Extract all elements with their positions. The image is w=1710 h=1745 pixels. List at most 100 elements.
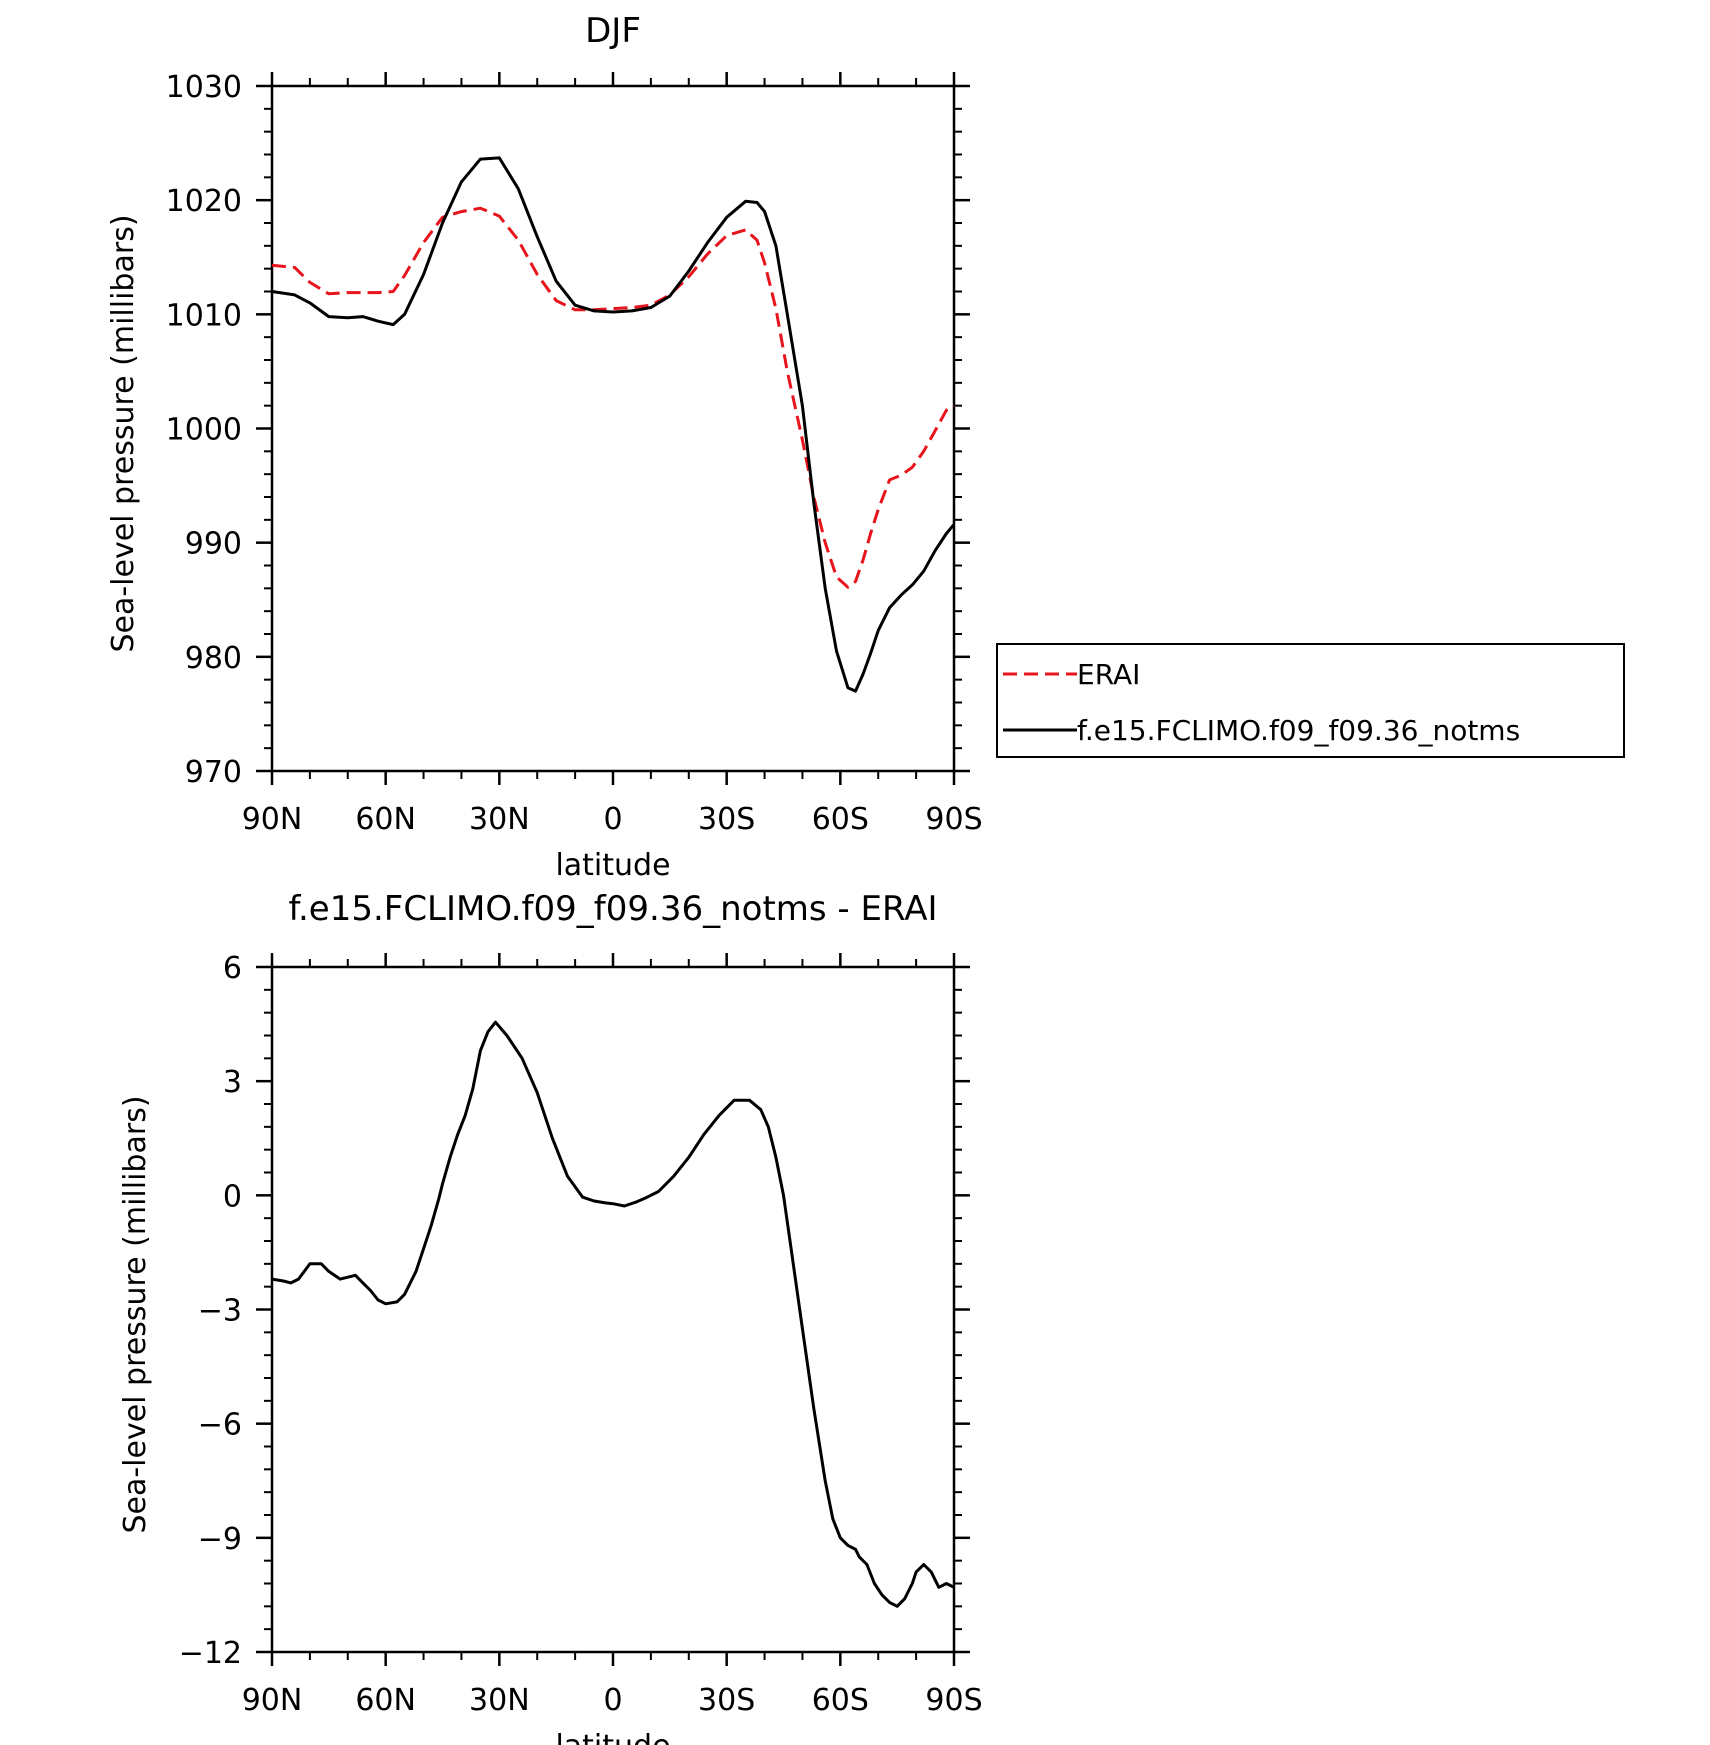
data-point	[877, 508, 880, 511]
data-point	[422, 241, 425, 244]
data-point	[937, 1586, 940, 1589]
x-axis-title: latitude	[555, 1729, 670, 1745]
data-point	[687, 269, 690, 272]
y-tick-label: 1020	[166, 184, 242, 219]
data-point	[725, 216, 728, 219]
data-point	[449, 1156, 452, 1159]
data-point	[361, 1281, 364, 1284]
data-point	[835, 575, 838, 578]
data-point	[774, 1156, 777, 1159]
data-point	[668, 295, 671, 298]
top-chart: 90N 60N 30N 0 30S 60S 90S 970 980 990 1000 1010 1020…	[106, 11, 1625, 883]
data-point	[786, 370, 789, 373]
data-point	[953, 1586, 956, 1589]
data-point	[293, 293, 296, 296]
data-point	[479, 1049, 482, 1052]
data-point	[441, 222, 444, 225]
data-point	[706, 252, 709, 255]
data-point	[630, 309, 633, 312]
x-tick-label: 0	[603, 802, 622, 837]
data-point	[634, 1201, 637, 1204]
data-point	[574, 308, 577, 311]
data-point	[672, 1175, 675, 1178]
data-point	[630, 306, 633, 309]
data-point	[536, 273, 539, 276]
data-point	[786, 313, 789, 316]
data-point	[505, 1034, 508, 1037]
data-point	[354, 1274, 357, 1277]
data-point	[824, 1479, 827, 1482]
data-point	[903, 1597, 906, 1600]
data-point	[460, 180, 463, 183]
data-point	[441, 1182, 444, 1185]
data-point	[934, 549, 937, 552]
data-point	[403, 274, 406, 277]
data-point	[282, 1279, 285, 1282]
data-point	[759, 1108, 762, 1111]
data-point	[646, 1196, 649, 1199]
data-point	[854, 580, 857, 583]
data-point	[308, 281, 311, 284]
data-point	[725, 234, 728, 237]
data-point	[361, 291, 364, 294]
series-line-1	[271, 156, 956, 693]
y-tick-label: −6	[198, 1408, 242, 1443]
data-point	[854, 1548, 857, 1551]
data-point	[748, 1099, 751, 1102]
x-tick-label: 90N	[242, 1683, 303, 1718]
data-point	[308, 1262, 311, 1265]
legend-box	[996, 643, 1625, 758]
y-tick-label: 980	[185, 641, 242, 676]
data-point	[687, 275, 690, 278]
data-point	[801, 1327, 804, 1330]
y-tick-label: −3	[198, 1294, 242, 1329]
data-point	[831, 1517, 834, 1520]
data-point	[869, 652, 872, 655]
data-point	[604, 1201, 607, 1204]
y-tick-label: 0	[223, 1179, 242, 1214]
data-point	[623, 1204, 626, 1207]
x-tick-label: 60N	[355, 1683, 416, 1718]
data-point	[873, 1582, 876, 1585]
data-point	[521, 1057, 524, 1060]
data-point	[649, 306, 652, 309]
x-tick-label: 60S	[812, 802, 869, 837]
data-point	[877, 629, 880, 632]
data-point	[271, 1278, 274, 1281]
data-point	[593, 309, 596, 312]
y-tick-label: 6	[223, 951, 242, 986]
data-point	[498, 215, 501, 218]
data-point	[812, 1407, 815, 1410]
legend: ERAI f.e15.FCLIMO.f09_f09.36_notms	[996, 643, 1625, 758]
data-point	[782, 1194, 785, 1197]
data-point	[327, 292, 330, 295]
data-point	[911, 1582, 914, 1585]
data-point	[934, 429, 937, 432]
data-point	[437, 1198, 440, 1201]
data-point	[377, 1298, 380, 1301]
data-point	[945, 532, 948, 535]
data-point	[377, 291, 380, 294]
data-point	[320, 1262, 323, 1265]
plot-frame	[270, 965, 956, 1654]
data-point	[846, 586, 849, 589]
data-point	[479, 158, 482, 161]
data-point	[536, 235, 539, 238]
data-point	[566, 1175, 569, 1178]
data-point	[581, 1196, 584, 1199]
y-tick-label: 1010	[166, 298, 242, 333]
data-point	[271, 290, 274, 293]
data-point	[551, 1137, 554, 1140]
data-point	[555, 280, 558, 283]
data-point	[763, 261, 766, 264]
x-tick-label: 30S	[698, 802, 755, 837]
data-point	[297, 1278, 300, 1281]
data-point	[377, 320, 380, 323]
data-point	[494, 1021, 497, 1024]
y-tick-label: 970	[185, 755, 242, 790]
data-point	[384, 1302, 387, 1305]
data-point	[945, 409, 948, 412]
data-point	[911, 583, 914, 586]
x-tick-label: 90S	[925, 802, 982, 837]
data-point	[464, 1114, 467, 1117]
